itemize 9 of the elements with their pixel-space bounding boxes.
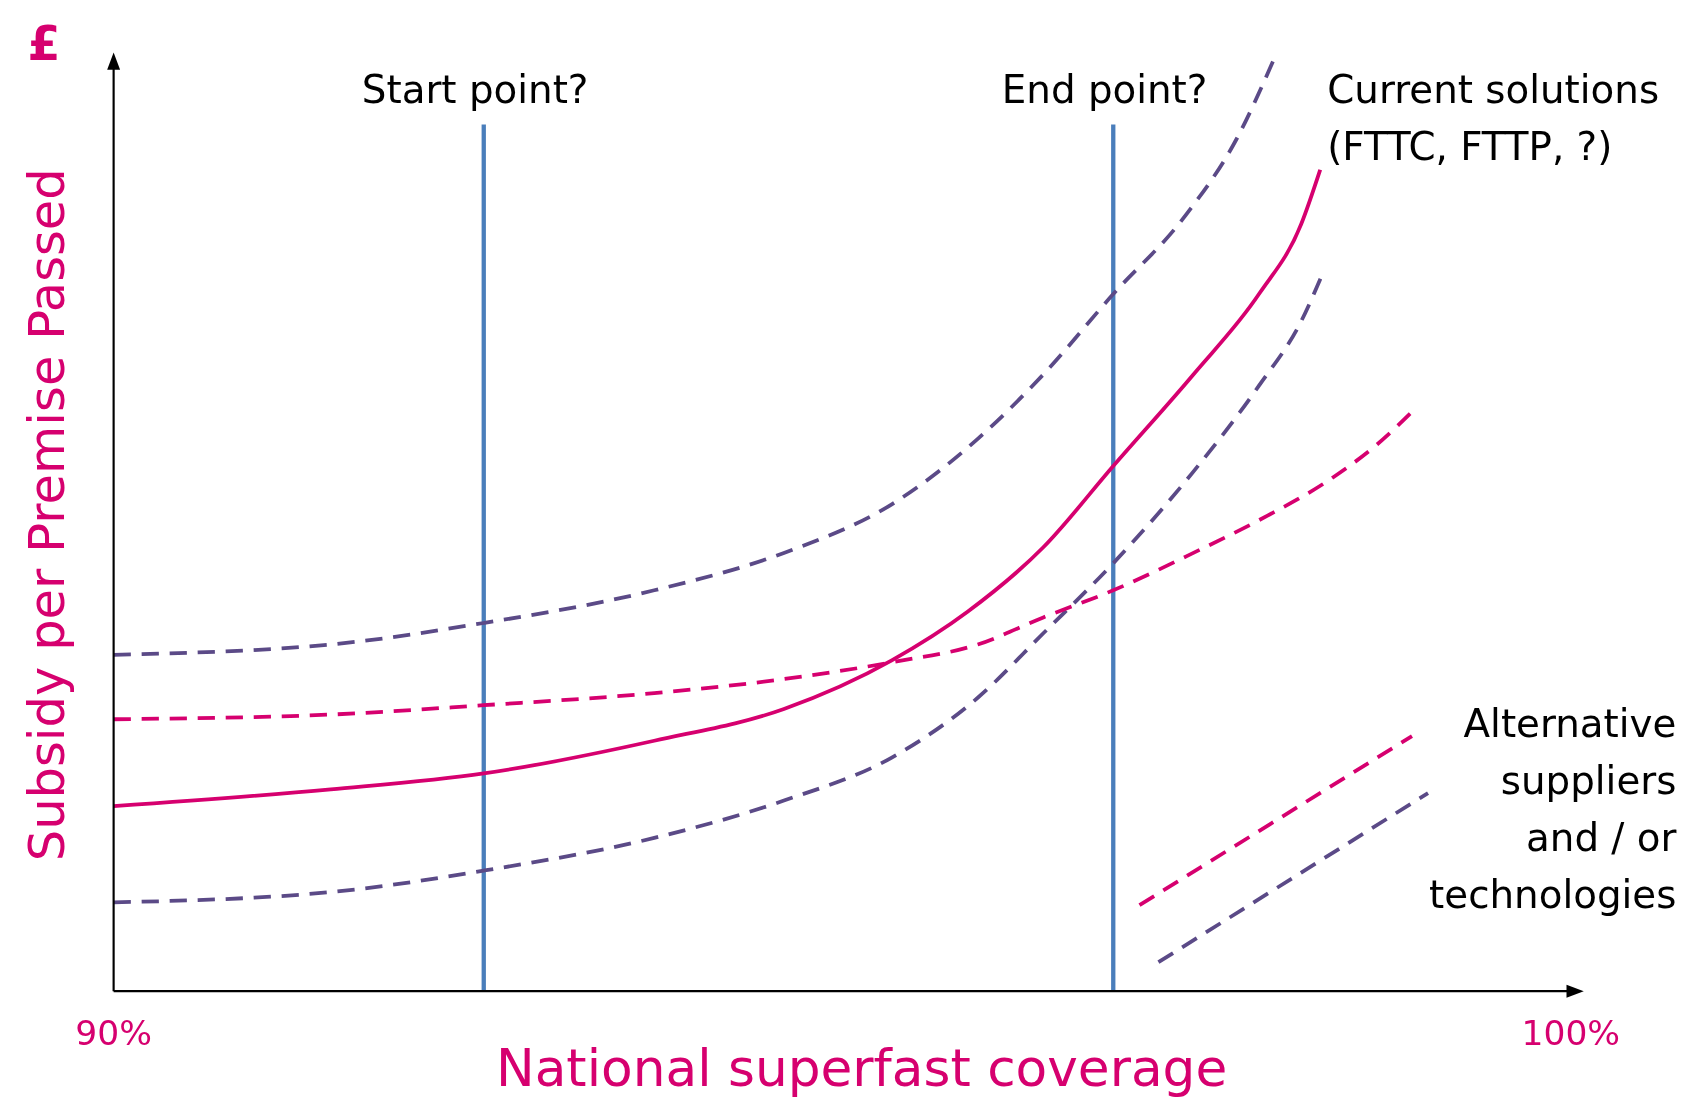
x-tick-label: 100% [1521,1013,1621,1054]
x-axis-title: National superfast coverage [495,1038,1228,1099]
text: £ [27,15,61,71]
x-tick-label: 90% [75,1013,152,1054]
ref-line-label: End point? [1001,67,1208,113]
annotation: Alternative suppliers and / or technologies [1429,700,1677,917]
annotation: Current solutions (FTTC, FTTP, ?) [1327,67,1660,170]
ref-line-label: Start point? [361,67,589,113]
y-axis-title: Subsidy per Premise Passed [18,168,77,862]
